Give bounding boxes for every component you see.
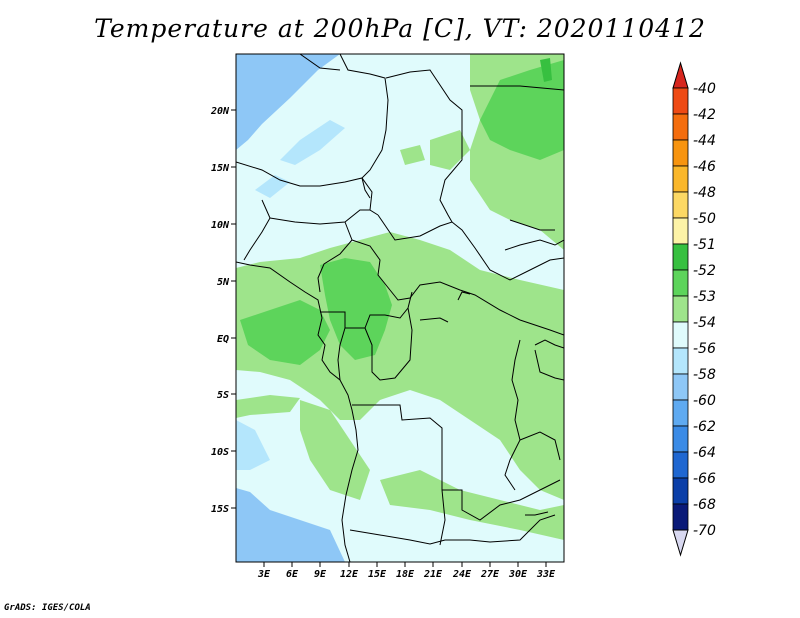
lat-label-10n: 10N bbox=[211, 220, 230, 231]
colorbar-segment bbox=[672, 451, 689, 479]
lat-label-15n: 15N bbox=[211, 163, 230, 174]
lat-label-5s: 5S bbox=[217, 390, 229, 401]
colorbar-segment bbox=[672, 191, 689, 219]
colorbar-segment bbox=[672, 165, 689, 193]
lat-label-20n: 20N bbox=[210, 106, 230, 117]
colorbar-label: -50 bbox=[693, 211, 716, 227]
colorbar-label: -52 bbox=[693, 263, 716, 279]
colorbar: -40 -42 -44 -46 -48 -50 -51 -52 -53 -54 … bbox=[672, 61, 716, 557]
cold-region-southwest bbox=[236, 488, 345, 562]
lat-label-eq: EQ bbox=[217, 334, 229, 345]
colorbar-label: -48 bbox=[693, 185, 716, 201]
longitude-axis: 3E 6E 9E 12E 15E 18E 21E 24E 27E 30E 33E bbox=[257, 562, 556, 580]
colorbar-top-arrow bbox=[672, 61, 689, 89]
colorbar-segment bbox=[672, 503, 689, 531]
colorbar-label: -66 bbox=[693, 471, 716, 487]
colorbar-label: -68 bbox=[693, 497, 716, 513]
colorbar-label: -44 bbox=[693, 133, 716, 149]
colorbar-label: -70 bbox=[693, 523, 716, 539]
lon-label-18e: 18E bbox=[396, 569, 415, 580]
lon-label-15e: 15E bbox=[368, 569, 387, 580]
grads-credit: GrADS: IGES/COLA bbox=[4, 603, 91, 613]
colorbar-label: -51 bbox=[693, 237, 716, 253]
colorbar-segment bbox=[672, 217, 689, 245]
lon-label-33e: 33E bbox=[536, 569, 556, 580]
coastline-west bbox=[236, 261, 359, 562]
latitude-axis: 20N 15N 10N 5N EQ 5S 10S 15S bbox=[210, 106, 236, 515]
colorbar-label: -56 bbox=[693, 341, 716, 357]
colorbar-segment bbox=[672, 477, 689, 505]
colorbar-segment bbox=[672, 399, 689, 427]
map-frame bbox=[235, 53, 565, 563]
colorbar-label: -54 bbox=[693, 315, 716, 331]
colorbar-label: -40 bbox=[693, 81, 716, 97]
borders bbox=[236, 54, 564, 562]
lat-label-15s: 15S bbox=[211, 504, 229, 515]
lon-label-30e: 30E bbox=[508, 569, 528, 580]
lon-label-24e: 24E bbox=[452, 569, 472, 580]
lon-label-27e: 27E bbox=[480, 569, 500, 580]
lat-label-5n: 5N bbox=[217, 277, 230, 288]
lon-label-9e: 9E bbox=[314, 569, 327, 580]
colorbar-segment bbox=[672, 243, 689, 271]
temperature-field bbox=[236, 54, 564, 562]
lon-label-12e: 12E bbox=[340, 569, 359, 580]
colorbar-bottom-arrow bbox=[672, 529, 689, 557]
colorbar-label: -60 bbox=[693, 393, 716, 409]
cold-region-northwest bbox=[236, 54, 340, 150]
colorbar-label: -46 bbox=[693, 159, 716, 175]
colorbar-label: -58 bbox=[693, 367, 716, 383]
colorbar-label: -62 bbox=[693, 419, 716, 435]
colorbar-segment bbox=[672, 269, 689, 297]
colorbar-segment bbox=[672, 295, 689, 323]
colorbar-segment bbox=[672, 425, 689, 453]
lat-label-10s: 10S bbox=[211, 447, 229, 458]
colorbar-segment bbox=[672, 87, 689, 115]
lon-label-6e: 6E bbox=[286, 569, 299, 580]
colorbar-segment bbox=[672, 373, 689, 401]
colorbar-label: -42 bbox=[693, 107, 716, 123]
colorbar-segment bbox=[672, 321, 689, 349]
colorbar-label: -64 bbox=[693, 445, 716, 461]
colorbar-label: -53 bbox=[693, 289, 716, 305]
colorbar-segment bbox=[672, 347, 689, 375]
colorbar-segment bbox=[672, 139, 689, 167]
lon-label-3e: 3E bbox=[257, 569, 271, 580]
lon-label-21e: 21E bbox=[423, 569, 443, 580]
colorbar-segment bbox=[672, 113, 689, 141]
map-title: Temperature at 200hPa [C], VT: 202011041… bbox=[94, 14, 706, 43]
